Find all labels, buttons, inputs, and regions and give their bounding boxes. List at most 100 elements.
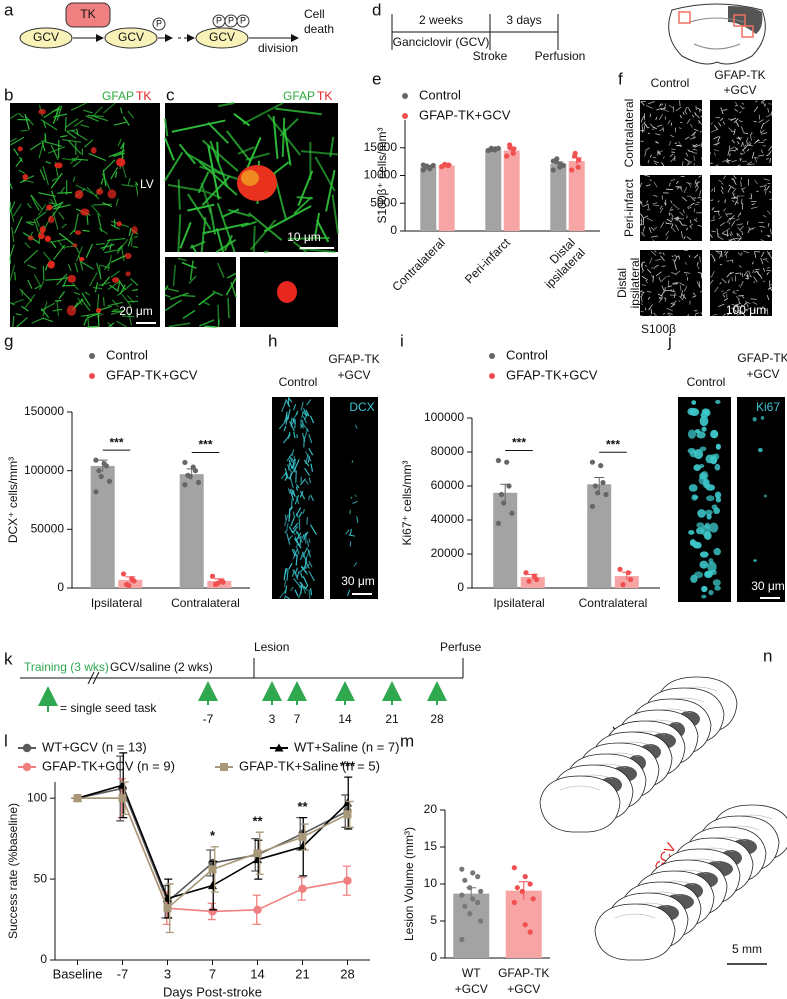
- gcv-ellipse: [195, 27, 249, 49]
- micrograph-fiber: [766, 295, 770, 301]
- micrograph-fiber: [14, 271, 16, 281]
- micrograph-fiber: [285, 399, 291, 408]
- micrograph-fiber: [51, 190, 58, 207]
- y-tick-label: 5000: [370, 195, 397, 209]
- micrograph-fiber: [654, 162, 658, 166]
- micrograph-fiber: [293, 455, 297, 462]
- micrograph-fiber: [200, 182, 212, 214]
- micrograph-fiber: [645, 184, 651, 187]
- micrograph-fiber: [731, 139, 736, 144]
- micrograph-fiber: [653, 312, 657, 317]
- micrograph-fiber: [302, 415, 308, 424]
- cell-death-label: Cell: [304, 7, 325, 21]
- micrograph-fiber: [670, 200, 673, 204]
- micrograph-fiber: [733, 175, 737, 180]
- panel-label: b: [4, 85, 13, 104]
- micrograph-fiber: [696, 107, 703, 111]
- panel-label: f: [618, 69, 623, 88]
- micrograph-fiber: [24, 242, 31, 249]
- micrograph-fiber: [713, 142, 720, 146]
- micrograph-fiber: [107, 255, 113, 271]
- micrograph-fiber: [698, 175, 702, 178]
- micrograph-fiber: [294, 571, 299, 580]
- micrograph-fiber: [28, 221, 36, 224]
- micrograph-fiber: [737, 164, 741, 167]
- micrograph-cell: [74, 190, 84, 199]
- micrograph-fiber: [746, 161, 753, 165]
- micrograph-fiber: [305, 571, 309, 576]
- image-label: 10 μm: [287, 230, 321, 244]
- micrograph-fiber: [737, 233, 742, 238]
- micrograph-fiber: [84, 291, 90, 296]
- micrograph-fiber: [36, 211, 47, 220]
- micrograph-fiber: [299, 552, 304, 561]
- data-point: [478, 888, 484, 895]
- micrograph-cell: [27, 235, 34, 241]
- micrograph-fiber: [185, 152, 225, 176]
- micrograph-fiber: [662, 252, 665, 256]
- micrograph-fiber: [745, 309, 748, 312]
- micrograph-fiber: [709, 233, 713, 238]
- data-point: [522, 922, 528, 928]
- micrograph-fiber: [27, 279, 33, 289]
- micrograph-fiber: [83, 318, 88, 326]
- micrograph-fiber: [112, 308, 119, 311]
- micrograph-fiber: [742, 142, 746, 149]
- data-point: [93, 457, 99, 463]
- micrograph-fiber: [325, 169, 336, 212]
- micrograph-cell: [54, 162, 63, 169]
- micrograph-fiber: [742, 187, 746, 190]
- micrograph-fiber: [164, 151, 184, 182]
- micrograph-fiber: [640, 213, 645, 220]
- micrograph-cell: [704, 570, 713, 577]
- micrograph: [165, 257, 236, 327]
- micrograph-fiber: [39, 169, 46, 181]
- bar: [550, 163, 567, 231]
- micrograph-fiber: [108, 322, 115, 328]
- micrograph-fiber: [44, 141, 63, 147]
- micrograph-fiber: [127, 232, 134, 247]
- micrograph-cell: [131, 226, 138, 234]
- micrograph-cell: [753, 559, 757, 562]
- micrograph-fiber: [646, 208, 651, 211]
- micrograph-fiber: [738, 265, 742, 268]
- micrograph-fiber: [658, 114, 664, 121]
- micrograph-fiber: [198, 292, 216, 306]
- micrograph-fiber: [284, 398, 287, 405]
- data-point: [575, 164, 581, 170]
- micrograph-fiber: [302, 408, 308, 417]
- micrograph-fiber: [656, 149, 659, 156]
- data-point: [569, 167, 575, 173]
- micrograph-fiber: [746, 220, 749, 226]
- data-point: [498, 491, 505, 498]
- micrograph-fiber: [353, 561, 358, 567]
- significance-label: *: [210, 828, 216, 843]
- micrograph-fiber: [285, 411, 288, 419]
- micrograph-fiber: [766, 308, 769, 316]
- micrograph-fiber: [717, 136, 721, 142]
- micrograph-fiber: [643, 215, 649, 218]
- micrograph-fiber: [300, 584, 303, 594]
- micrograph-fiber: [711, 122, 713, 125]
- micrograph-fiber: [641, 120, 646, 127]
- micrograph-fiber: [225, 277, 237, 296]
- micrograph-fiber: [304, 479, 309, 486]
- micrograph-fiber: [686, 181, 691, 185]
- micrograph-fiber: [31, 317, 45, 324]
- micrograph-fiber: [115, 320, 128, 328]
- data-point: [509, 510, 515, 516]
- micrograph-fiber: [682, 196, 688, 202]
- micrograph-fiber: [291, 449, 295, 457]
- micrograph-fiber: [104, 249, 117, 254]
- micrograph-fiber: [9, 264, 16, 282]
- micrograph-fiber: [730, 146, 735, 150]
- micrograph-fiber: [639, 182, 642, 188]
- micrograph-fiber: [655, 116, 658, 121]
- micrograph-fiber: [724, 250, 729, 256]
- micrograph-fiber: [284, 476, 288, 481]
- micrograph-fiber: [668, 182, 671, 187]
- micrograph-fiber: [729, 271, 734, 275]
- micrograph-cell: [48, 215, 55, 224]
- micrograph-fiber: [348, 534, 355, 537]
- micrograph-fiber: [640, 263, 644, 271]
